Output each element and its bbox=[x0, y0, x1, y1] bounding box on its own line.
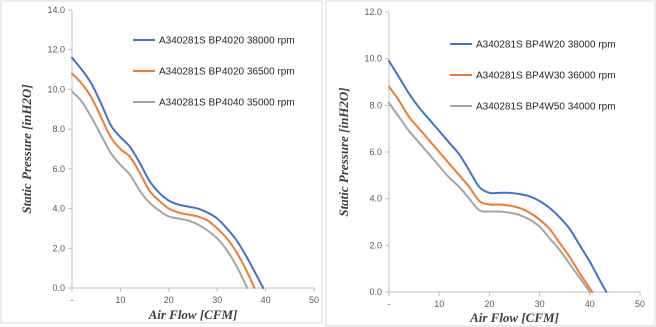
legend-label: A340281S BP4020 36500 rpm bbox=[159, 67, 295, 78]
y-tick-label: 8.0 bbox=[52, 124, 65, 134]
y-tick-label: 12.0 bbox=[47, 45, 65, 55]
x-tick-label: 50 bbox=[309, 295, 319, 305]
x-tick-label: 40 bbox=[585, 299, 595, 309]
y-tick-label: 10.0 bbox=[47, 84, 65, 94]
series-line-2 bbox=[71, 72, 256, 289]
series-line-3 bbox=[71, 90, 249, 289]
chart-bp4w-series: 0.0 2.0 4.0 6.0 8.0 10.0 12.0 - 10 20 30 40 50 Air Fl… bbox=[325, 0, 656, 327]
y-tick-label: 2.0 bbox=[369, 240, 382, 250]
y-tick-label: 4.0 bbox=[369, 194, 382, 204]
legend-label: A340281S BP4W30 36000 rpm bbox=[476, 71, 616, 82]
chart-bp40-series: 0.0 2.0 4.0 6.0 8.0 10.0 12.0 14.0 - 10 20 30 40 50 Ai… bbox=[0, 0, 323, 324]
chart-frame bbox=[325, 0, 656, 327]
y-tick-label: 12.0 bbox=[364, 7, 382, 17]
x-tick-label: - bbox=[388, 299, 391, 309]
x-tick-label: 10 bbox=[115, 295, 125, 305]
y-tick-label: 6.0 bbox=[369, 147, 382, 157]
y-tick-label: 0.0 bbox=[52, 283, 65, 293]
legend-label: A340281S BP4040 35000 rpm bbox=[159, 98, 295, 109]
x-tick-label: 10 bbox=[434, 299, 444, 309]
y-tick-label: 2.0 bbox=[52, 243, 65, 253]
y-tick-label: 14.0 bbox=[47, 5, 65, 15]
legend-label: A340281S BP4W50 34000 rpm bbox=[476, 102, 616, 113]
y-tick-label: 4.0 bbox=[52, 204, 65, 214]
y-axis-title: Static Pressure [inH2O] bbox=[336, 87, 351, 216]
y-tick-label: 8.0 bbox=[369, 100, 382, 110]
y-tick-label: 0.0 bbox=[369, 287, 382, 297]
series-line-3 bbox=[388, 102, 591, 293]
x-axis-title: Air Flow [CFM] bbox=[469, 310, 559, 325]
series-line-1 bbox=[388, 60, 608, 293]
x-tick-label: 50 bbox=[635, 299, 645, 309]
legend-label: A340281S BP4020 38000 rpm bbox=[159, 36, 295, 47]
x-tick-label: 20 bbox=[484, 299, 494, 309]
chart-frame bbox=[0, 0, 323, 324]
y-tick-label: 6.0 bbox=[52, 164, 65, 174]
x-tick-label: 40 bbox=[261, 295, 271, 305]
legend-label: A340281S BP4W20 38000 rpm bbox=[476, 40, 616, 51]
x-tick-label: - bbox=[71, 295, 74, 305]
x-tick-label: 30 bbox=[535, 299, 545, 309]
series-line-2 bbox=[388, 85, 594, 293]
series-line-1 bbox=[71, 56, 265, 289]
y-axis-title: Static Pressure [inH2O] bbox=[19, 84, 34, 213]
y-tick-label: 10.0 bbox=[364, 54, 382, 64]
x-tick-label: 30 bbox=[212, 295, 222, 305]
x-tick-label: 20 bbox=[164, 295, 174, 305]
x-axis-title: Air Flow [CFM] bbox=[148, 307, 238, 322]
